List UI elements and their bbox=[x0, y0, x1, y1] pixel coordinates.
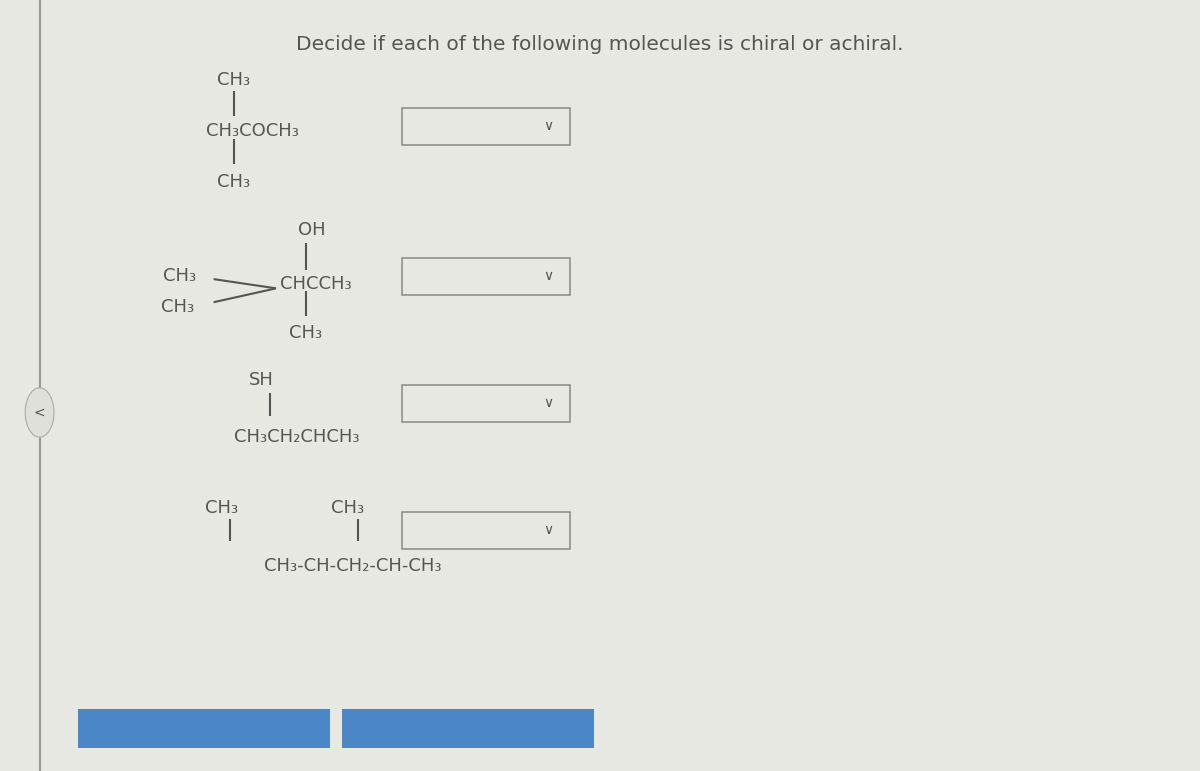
Text: ∨: ∨ bbox=[544, 524, 553, 537]
Text: CH₃CH₂CHCH₃: CH₃CH₂CHCH₃ bbox=[234, 428, 360, 446]
Text: Decide if each of the following molecules is chiral or achiral.: Decide if each of the following molecule… bbox=[296, 35, 904, 54]
Text: SH: SH bbox=[250, 372, 274, 389]
FancyBboxPatch shape bbox=[402, 512, 570, 549]
Text: ∨: ∨ bbox=[544, 396, 553, 410]
Text: CH₃: CH₃ bbox=[163, 267, 197, 285]
Text: CHCCH₃: CHCCH₃ bbox=[280, 274, 352, 293]
Text: CH₃: CH₃ bbox=[217, 173, 251, 191]
Text: <: < bbox=[34, 406, 46, 419]
Text: OH: OH bbox=[298, 221, 326, 239]
Text: CH₃: CH₃ bbox=[161, 298, 194, 316]
FancyBboxPatch shape bbox=[402, 258, 570, 295]
FancyBboxPatch shape bbox=[402, 385, 570, 422]
Text: CH₃: CH₃ bbox=[217, 71, 251, 89]
Text: ∨: ∨ bbox=[544, 120, 553, 133]
Text: CH₃: CH₃ bbox=[289, 324, 323, 342]
Text: CH₃: CH₃ bbox=[331, 499, 365, 517]
FancyBboxPatch shape bbox=[78, 709, 330, 748]
Text: ∨: ∨ bbox=[544, 269, 553, 283]
FancyBboxPatch shape bbox=[402, 108, 570, 145]
Text: CH₃: CH₃ bbox=[205, 499, 239, 517]
Ellipse shape bbox=[25, 388, 54, 437]
Text: CH₃COCH₃: CH₃COCH₃ bbox=[206, 122, 299, 140]
Text: CH₃-CH-CH₂-CH-CH₃: CH₃-CH-CH₂-CH-CH₃ bbox=[264, 557, 442, 574]
FancyBboxPatch shape bbox=[342, 709, 594, 748]
